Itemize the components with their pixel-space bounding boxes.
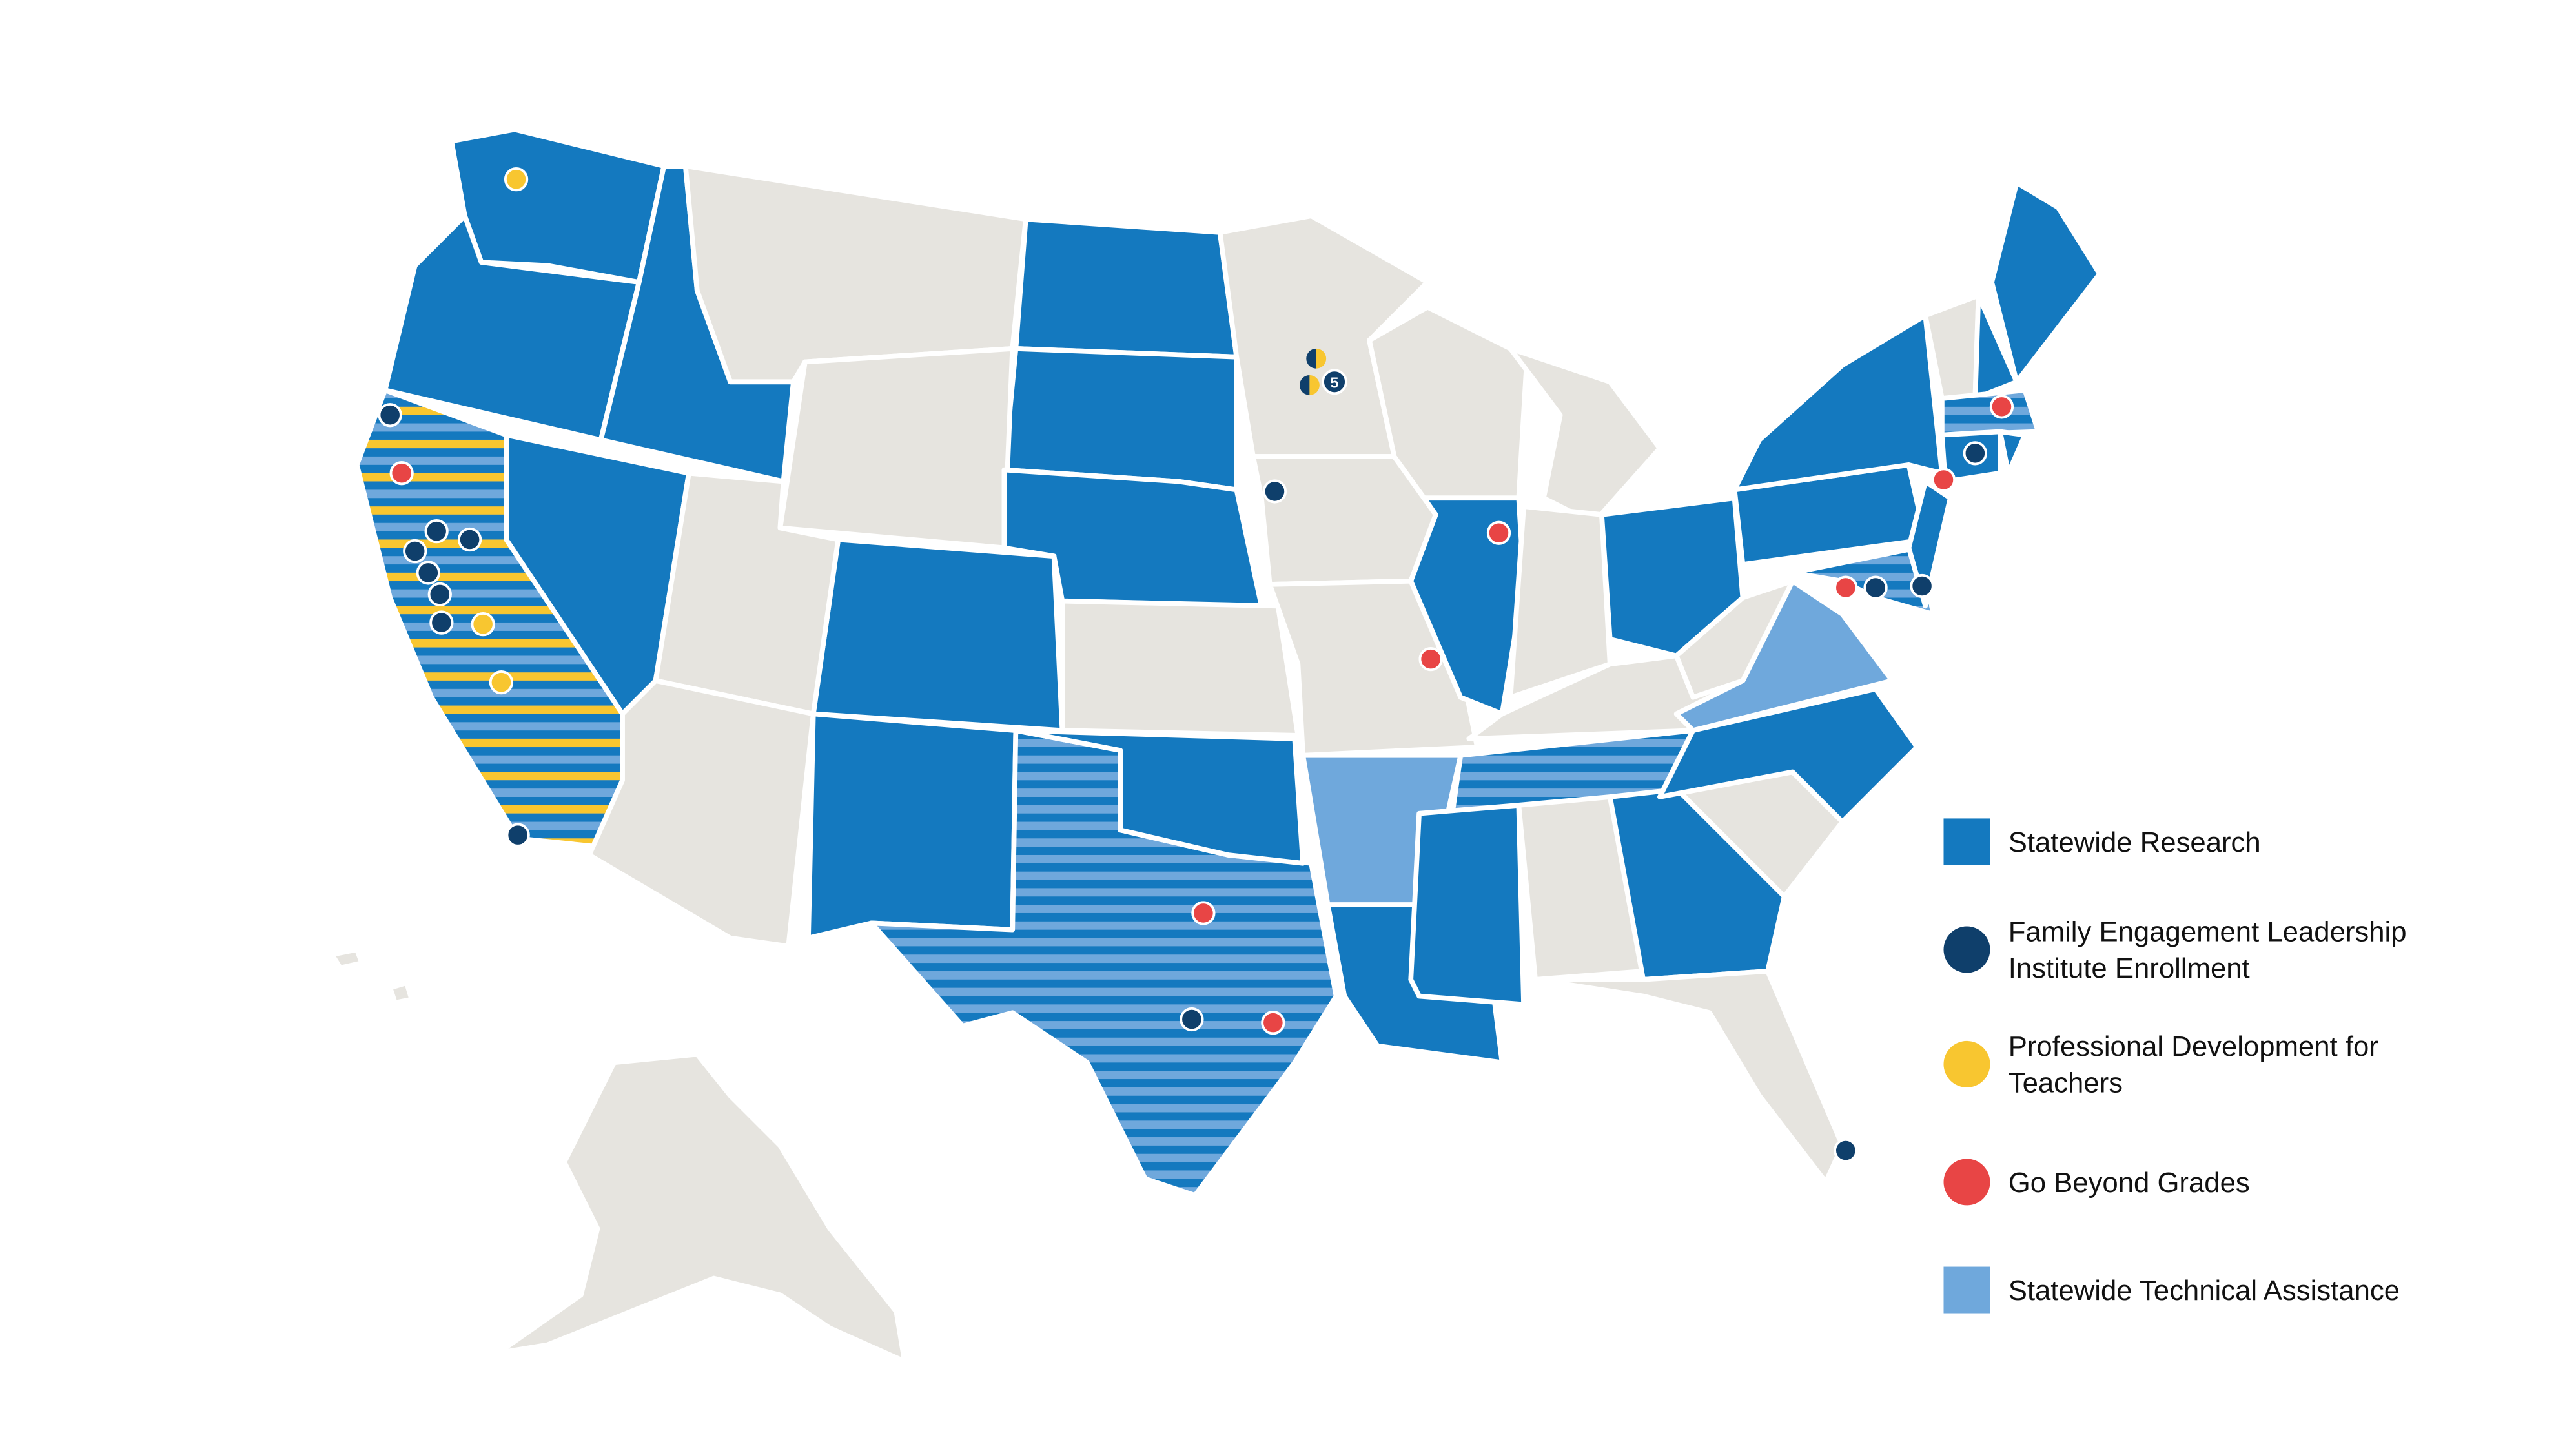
legend-label: Statewide Technical Assistance bbox=[2009, 1275, 2400, 1306]
location-dot bbox=[1261, 1010, 1285, 1035]
state bbox=[1998, 429, 2028, 476]
state bbox=[329, 947, 365, 971]
state bbox=[449, 127, 667, 285]
state bbox=[1972, 293, 2019, 401]
location-dot bbox=[1191, 901, 1216, 925]
location-dot bbox=[424, 519, 449, 544]
state bbox=[1059, 598, 1301, 738]
badge-half bbox=[1309, 375, 1320, 395]
legend-label: Statewide Research bbox=[2009, 827, 2261, 858]
badge-half bbox=[1306, 348, 1316, 369]
state bbox=[1001, 346, 1240, 493]
location-dot bbox=[378, 403, 402, 428]
badge-half bbox=[1316, 348, 1327, 369]
location-dot bbox=[1989, 395, 2014, 419]
location-dot bbox=[403, 539, 427, 564]
state bbox=[1013, 216, 1240, 360]
count-label: 5 bbox=[1331, 374, 1339, 391]
legend-label: Institute Enrollment bbox=[2009, 953, 2250, 984]
state bbox=[387, 980, 414, 1005]
location-dot bbox=[1834, 575, 1858, 600]
badge-half bbox=[1299, 375, 1310, 395]
location-dot bbox=[416, 561, 440, 585]
location-dot bbox=[389, 461, 414, 486]
location-dot bbox=[1180, 1007, 1204, 1032]
legend: Statewide Research Family Engagement Lead… bbox=[1943, 818, 2407, 1314]
location-dot bbox=[1963, 441, 1987, 466]
state bbox=[1989, 180, 2102, 385]
legend-label: Family Engagement Leadership bbox=[2009, 916, 2407, 948]
state bbox=[1408, 803, 1526, 1007]
location-dot bbox=[1863, 575, 1888, 600]
state bbox=[1013, 728, 1305, 866]
location-dot bbox=[1486, 520, 1511, 545]
state bbox=[495, 1051, 907, 1364]
state bbox=[586, 678, 816, 949]
legend-swatch bbox=[1943, 1040, 1990, 1087]
state bbox=[1939, 387, 2041, 438]
states bbox=[329, 127, 2102, 1364]
location-dot bbox=[471, 612, 495, 637]
location-dot bbox=[489, 670, 514, 695]
state bbox=[1408, 495, 1526, 717]
state bbox=[1790, 545, 1936, 617]
legend-swatch bbox=[1943, 1266, 1990, 1314]
location-dot bbox=[1418, 646, 1443, 672]
state bbox=[1533, 969, 1845, 1185]
location-dot bbox=[1910, 573, 1934, 599]
count-badge bbox=[1322, 369, 1347, 395]
legend-swatch bbox=[1943, 926, 1990, 973]
legend-label: Teachers bbox=[2009, 1067, 2123, 1099]
location-dot bbox=[427, 582, 452, 606]
markers: 5 bbox=[378, 167, 2014, 1163]
state bbox=[1657, 686, 1920, 825]
state bbox=[1673, 578, 1795, 700]
location-dot bbox=[1931, 468, 1956, 492]
location-dot bbox=[506, 823, 530, 847]
state bbox=[810, 537, 1065, 734]
location-dot bbox=[457, 527, 482, 552]
legend-swatch bbox=[1943, 818, 1990, 865]
location-dot bbox=[1834, 1138, 1858, 1163]
location-dot bbox=[429, 610, 454, 635]
state bbox=[1732, 313, 1945, 493]
state bbox=[777, 346, 1016, 551]
legend-label: Go Beyond Grades bbox=[2009, 1167, 2250, 1199]
location-dot bbox=[1262, 479, 1287, 504]
state bbox=[806, 711, 1019, 941]
location-dot bbox=[504, 167, 529, 192]
state bbox=[1508, 346, 1662, 526]
legend-label: Professional Development for bbox=[2009, 1031, 2378, 1062]
legend-swatch bbox=[1943, 1159, 1990, 1206]
